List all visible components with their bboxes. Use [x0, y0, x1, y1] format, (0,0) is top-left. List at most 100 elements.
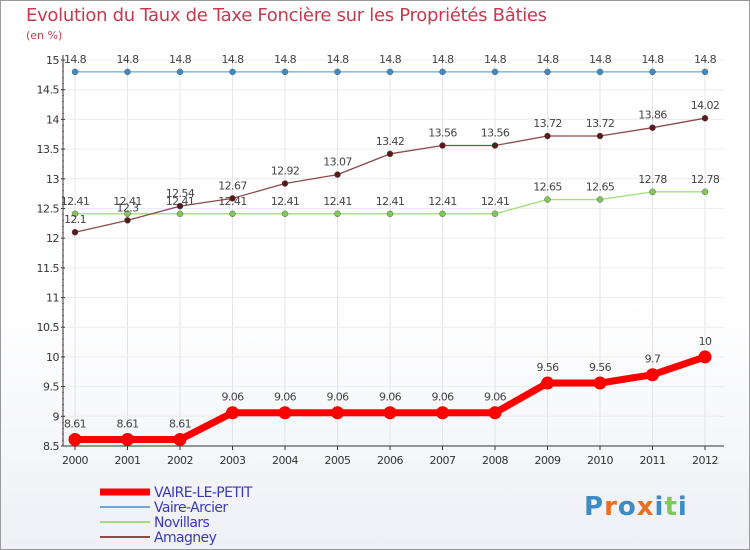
logo-letter: o — [617, 492, 637, 522]
data-point — [383, 406, 397, 420]
x-tick-label: 2007 — [430, 454, 456, 467]
data-point — [649, 124, 656, 131]
data-label: 13.42 — [376, 135, 405, 148]
data-label: 12.41 — [376, 195, 405, 208]
data-label: 14.8 — [694, 53, 717, 66]
data-point — [596, 68, 604, 76]
data-point — [488, 406, 502, 420]
data-point — [649, 68, 656, 76]
data-label: 14.8 — [379, 53, 402, 66]
legend-label: Novillars — [154, 515, 210, 531]
data-label: 14.8 — [274, 53, 297, 66]
data-point — [229, 195, 236, 202]
y-tick-label: 14.5 — [37, 84, 60, 97]
legend-label: VAIRE-LE-PETIT — [154, 485, 253, 501]
y-tick-label: 9 — [53, 410, 60, 423]
data-label: 9.06 — [484, 391, 507, 404]
data-label: 12.41 — [428, 195, 457, 208]
y-tick-label: 15 — [46, 54, 59, 67]
x-tick-label: 2002 — [167, 454, 193, 467]
data-label: 8.61 — [169, 417, 191, 430]
data-point — [439, 68, 446, 76]
x-tick-label: 2000 — [62, 454, 88, 467]
data-point — [281, 180, 289, 187]
data-point — [173, 432, 187, 446]
x-tick-label: 2006 — [377, 454, 403, 467]
logo-letter: P — [584, 492, 605, 522]
data-point — [331, 406, 344, 420]
data-point — [281, 210, 289, 218]
data-point — [226, 406, 239, 420]
data-point — [229, 68, 236, 76]
data-point — [544, 132, 551, 140]
data-label: 10 — [699, 335, 712, 348]
legend-label: Amagney — [154, 530, 217, 546]
data-label: 14.8 — [64, 53, 87, 66]
data-label: 8.61 — [116, 417, 138, 430]
logo-letter: i — [677, 492, 688, 522]
data-label: 14.8 — [116, 53, 139, 66]
data-point — [698, 350, 712, 364]
data-point — [334, 68, 341, 76]
y-tick-label: 14 — [46, 113, 59, 126]
x-tick-label: 2010 — [587, 454, 613, 467]
y-tick-label: 12 — [46, 232, 59, 245]
data-label: 9.06 — [221, 391, 244, 404]
proxiti-logo: Proxiti — [584, 492, 688, 522]
data-label: 9.06 — [274, 391, 297, 404]
y-tick-label: 12.5 — [37, 202, 60, 215]
x-tick-label: 2009 — [535, 454, 561, 467]
data-point — [124, 217, 131, 224]
legend-label: Vaire-Arcier — [154, 500, 228, 516]
data-label: 12.1 — [64, 213, 86, 226]
data-point — [278, 406, 292, 420]
data-label: 13.56 — [428, 127, 457, 140]
data-label: 12.65 — [586, 181, 615, 194]
logo-letter: x — [636, 492, 655, 522]
x-tick-label: 2001 — [115, 454, 141, 467]
x-tick-label: 2012 — [692, 454, 718, 467]
data-label: 13.86 — [638, 109, 667, 122]
data-point — [386, 150, 394, 158]
data-label: 12.41 — [61, 195, 90, 208]
data-label: 9.06 — [379, 391, 402, 404]
data-point — [229, 210, 236, 218]
y-tick-label: 11 — [46, 292, 59, 305]
data-point — [649, 188, 656, 196]
data-label: 14.8 — [326, 53, 349, 66]
data-label: 9.06 — [431, 391, 454, 404]
data-label: 14.8 — [641, 53, 664, 66]
data-point — [491, 68, 499, 76]
data-point — [71, 229, 79, 236]
data-point — [701, 68, 709, 76]
data-point — [386, 68, 394, 76]
data-point — [439, 142, 446, 149]
logo-letter: t — [664, 492, 678, 522]
data-point — [701, 188, 709, 196]
data-point — [491, 210, 499, 218]
data-label: 12.41 — [323, 195, 352, 208]
data-label: 14.8 — [484, 53, 507, 66]
y-tick-label: 13 — [46, 173, 59, 186]
data-point — [593, 376, 607, 390]
data-point — [121, 432, 134, 446]
data-label: 12.54 — [166, 187, 195, 200]
data-point — [701, 114, 709, 122]
chart-title: Evolution du Taux de Taxe Foncière sur l… — [26, 5, 547, 26]
data-point — [646, 368, 659, 382]
data-point — [334, 210, 341, 218]
x-tick-label: 2003 — [220, 454, 246, 467]
logo-letter: i — [654, 492, 665, 522]
data-label: 9.06 — [326, 391, 349, 404]
data-label: 13.07 — [323, 156, 352, 169]
data-label: 12.41 — [481, 195, 510, 208]
data-point — [596, 132, 604, 140]
data-label: 12.41 — [271, 195, 300, 208]
data-label: 13.56 — [481, 127, 510, 140]
y-tick-label: 11.5 — [37, 262, 60, 275]
data-label: 9.56 — [536, 361, 559, 374]
y-axis-unit: (en %) — [26, 29, 63, 42]
data-point — [281, 68, 289, 76]
data-label: 14.8 — [169, 53, 192, 66]
data-label: 12.78 — [638, 173, 667, 186]
